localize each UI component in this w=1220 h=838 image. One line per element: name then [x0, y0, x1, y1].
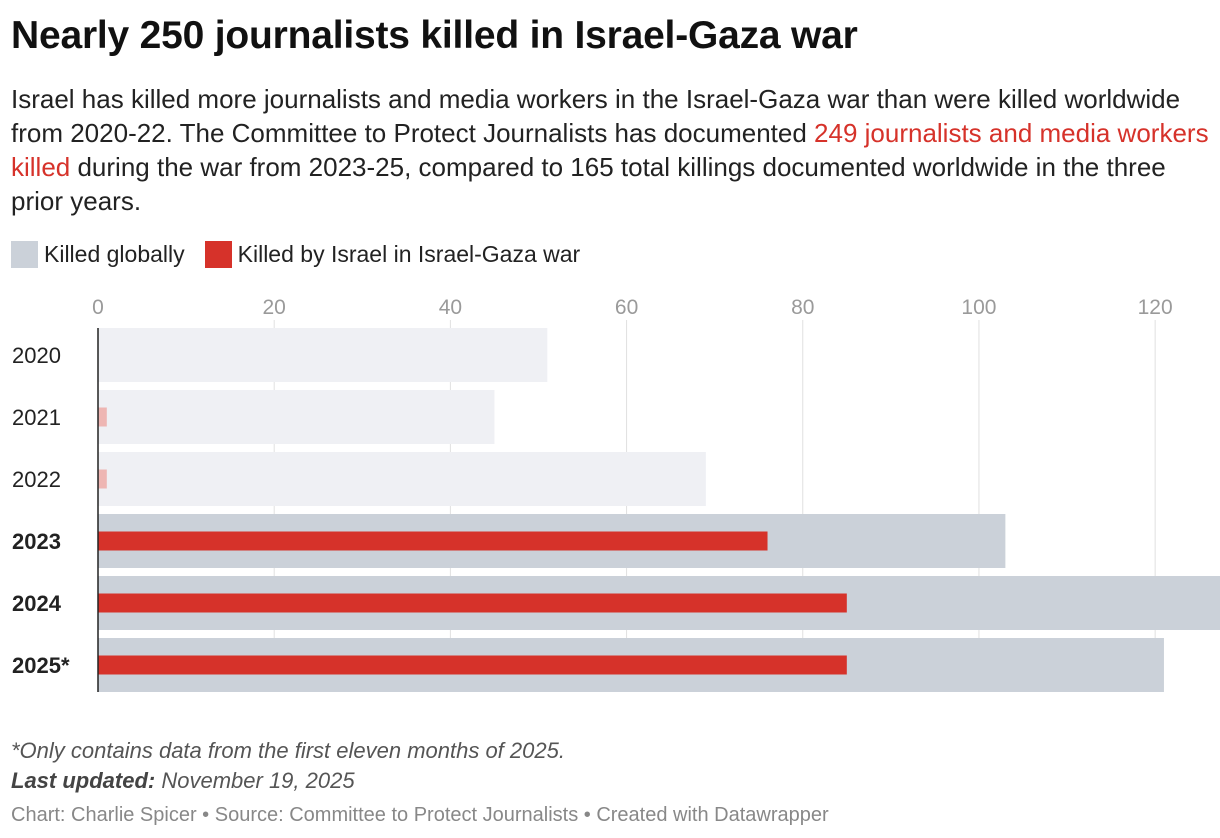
- bar-global-2021: [98, 390, 495, 444]
- footnote: *Only contains data from the first eleve…: [11, 738, 565, 763]
- chart-credit: Chart: Charlie Spicer • Source: Committe…: [11, 804, 829, 826]
- category-label: 2021: [12, 405, 61, 430]
- bar-global-2020: [98, 328, 548, 382]
- chart-subtitle: Israel has killed more journalists and m…: [11, 82, 1211, 218]
- x-tick-label: 0: [92, 296, 104, 319]
- category-label: 2024: [12, 591, 62, 616]
- bar-chart: 0 20 40 60 80 100 120 2020 2021 2022 2023 2024 2025*: [12, 296, 1220, 692]
- legend-item-israel: Killed by Israel in Israel-Gaza war: [204, 240, 581, 268]
- bar-israel-2023: [98, 531, 768, 551]
- x-tick-label: 80: [791, 296, 814, 319]
- last-updated: Last updated: November 19, 2025: [11, 766, 1211, 796]
- category-label: 2023: [12, 529, 61, 554]
- category-label: 2025*: [12, 653, 70, 678]
- subtitle-highlight: 249 journalists and media workers killed: [11, 118, 1209, 182]
- bar-israel-2024: [98, 593, 847, 613]
- bar-global-2022: [98, 452, 706, 506]
- chart-notes: *Only contains data from the first eleve…: [11, 736, 1211, 796]
- x-tick-label: 40: [439, 296, 462, 319]
- chart-title: Nearly 250 journalists killed in Israel-…: [11, 14, 858, 57]
- category-label: 2020: [12, 343, 61, 368]
- chart-legend: Killed globally Killed by Israel in Isra…: [11, 238, 600, 270]
- legend-label-global: Killed globally: [44, 240, 185, 267]
- x-tick-label: 60: [615, 296, 638, 319]
- legend-swatch-israel: [204, 240, 232, 268]
- x-tick-label: 20: [263, 296, 286, 319]
- bar-israel-2021: [98, 407, 107, 427]
- last-updated-value: November 19, 2025: [155, 768, 355, 793]
- legend-item-global: Killed globally: [11, 240, 185, 268]
- category-label: 2022: [12, 467, 61, 492]
- subtitle-text-2: during the war from 2023-25, compared to…: [11, 152, 1166, 216]
- x-tick-label: 120: [1138, 296, 1173, 319]
- x-tick-label: 100: [961, 296, 996, 319]
- last-updated-label: Last updated:: [11, 768, 156, 793]
- bar-israel-2022: [98, 469, 107, 489]
- subtitle-text-1: Israel has killed more journalists and m…: [11, 84, 1181, 148]
- legend-swatch-global: [11, 240, 38, 268]
- bar-israel-2025: [98, 655, 847, 675]
- legend-label-israel: Killed by Israel in Israel-Gaza war: [237, 240, 581, 267]
